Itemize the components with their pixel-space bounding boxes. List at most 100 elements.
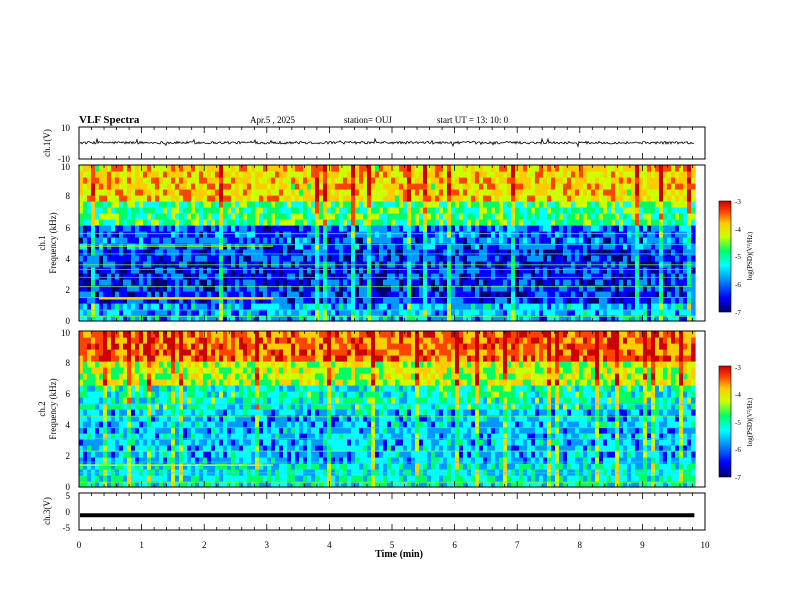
heatmap-cell [647,201,652,208]
heatmap-cell [627,267,632,274]
heatmap-cell [179,373,184,380]
heatmap-cell [299,303,304,310]
heatmap-cell [535,255,540,262]
heatmap-cell [111,165,116,172]
heatmap-cell [531,249,536,256]
heatmap-cell [147,475,152,482]
heatmap-cell [211,249,216,256]
heatmap-cell [211,285,216,292]
heatmap-cell [519,279,524,286]
heatmap-cell [187,475,192,482]
heatmap-cell [243,207,248,214]
heatmap-cell [471,219,476,226]
heatmap-cell [187,409,192,416]
heatmap-cell [511,255,516,262]
heatmap-cell [95,273,100,280]
heatmap-cell [167,337,172,344]
heatmap-cell [315,303,320,310]
heatmap-cell [627,177,632,184]
heatmap-cell [175,207,180,214]
heatmap-cell [403,309,408,316]
heatmap-cell [79,349,84,356]
heatmap-cell [175,219,180,226]
heatmap-cell [591,261,596,268]
heatmap-cell [271,291,276,298]
heatmap-cell [143,183,148,190]
heatmap-cell [115,195,120,202]
heatmap-cell [491,213,496,220]
heatmap-cell [303,171,308,178]
heatmap-cell [511,243,516,250]
heatmap-cell [123,391,128,398]
heatmap-cell [347,243,352,250]
heatmap-cell [119,439,124,446]
heatmap-cell [115,463,120,470]
heatmap-cell [447,249,452,256]
heatmap-cell [191,219,196,226]
heatmap-cell [155,273,160,280]
heatmap-cell [411,291,416,298]
heatmap-cell [379,315,384,322]
heatmap-cell [515,219,520,226]
heatmap-cell [659,219,664,226]
heatmap-cell [359,207,364,214]
heatmap-cell [667,291,672,298]
heatmap-cell [387,165,392,172]
heatmap-cell [139,183,144,190]
heatmap-cell [447,303,452,310]
heatmap-cell [671,213,676,220]
heatmap-cell [83,391,88,398]
heatmap-cell [391,279,396,286]
heatmap-cell [287,273,292,280]
heatmap-cell [335,177,340,184]
heatmap-cell [643,285,648,292]
heatmap-cell [511,219,516,226]
heatmap-cell [611,267,616,274]
heatmap-cell [487,285,492,292]
heatmap-cell [527,309,532,316]
heatmap-cell [575,195,580,202]
heatmap-cell [355,279,360,286]
heatmap-cell [267,237,272,244]
heatmap-cell [211,255,216,262]
heatmap-cell [163,451,168,458]
heatmap-cell [143,337,148,344]
heatmap-cell [503,177,508,184]
heatmap-cell [223,249,228,256]
heatmap-cell [255,165,260,172]
heatmap-cell [555,177,560,184]
heatmap-cell [95,415,100,422]
heatmap-cell [299,219,304,226]
heatmap-cell [491,315,496,322]
heatmap-cell [451,237,456,244]
heatmap-cell [459,225,464,232]
heatmap-cell [639,303,644,310]
heatmap-cell [347,183,352,190]
heatmap-cell [627,189,632,196]
heatmap-cell [227,165,232,172]
heatmap-cell [239,303,244,310]
heatmap-cell [179,213,184,220]
heatmap-cell [379,195,384,202]
heatmap-cell [199,231,204,238]
heatmap-cell [571,225,576,232]
heatmap-cell [607,171,612,178]
heatmap-cell [435,273,440,280]
heatmap-cell [603,237,608,244]
heatmap-cell [251,285,256,292]
heatmap-cell [523,243,528,250]
heatmap-cell [219,165,224,172]
heatmap-cell [175,343,180,350]
heatmap-cell [291,291,296,298]
heatmap-cell [203,285,208,292]
heatmap-cell [663,201,668,208]
heatmap-cell [563,291,568,298]
heatmap-cell [691,273,696,280]
heatmap-cell [655,303,660,310]
heatmap-cell [135,469,140,476]
heatmap-cell [95,349,100,356]
heatmap-cell [691,213,696,220]
heatmap-cell [219,297,224,304]
heatmap-cell [635,195,640,202]
heatmap-cell [259,177,264,184]
